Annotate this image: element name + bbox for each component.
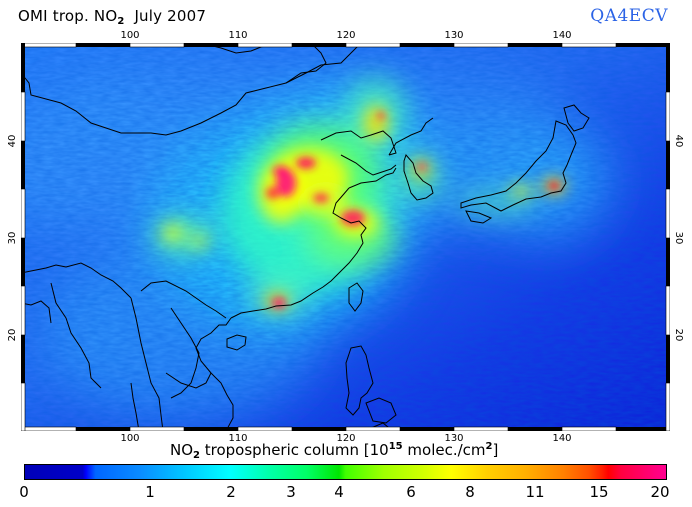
map-title: OMI trop. NO2 July 2007	[18, 7, 206, 27]
no2-map	[21, 43, 670, 431]
colorbar-tick-label: 3	[286, 483, 296, 501]
colorbar-tick-label: 15	[589, 483, 609, 501]
colorbar-tick-label: 1	[145, 483, 155, 501]
frame-scale-bars	[21, 43, 670, 431]
lon-tick-label: 120	[336, 30, 356, 41]
colorbar-tick-label: 6	[406, 483, 416, 501]
colorbar-tick-label: 2	[226, 483, 236, 501]
lat-tick-label: 20	[7, 328, 18, 342]
lon-tick-label: 140	[552, 433, 572, 444]
colorbar-title-superscript: 2	[485, 441, 493, 452]
colorbar-title: NO2 tropospheric column [1015 molec./cm2…	[170, 441, 498, 461]
lon-tick-label: 120	[336, 433, 356, 444]
colorbar-title-text: NO	[170, 441, 194, 459]
lat-tick-label: 40	[7, 134, 18, 148]
lon-tick-label: 100	[120, 30, 140, 41]
lon-tick-label: 100	[120, 433, 140, 444]
colorbar-title-text: ]	[492, 441, 499, 459]
title-text: OMI trop. NO	[18, 7, 118, 25]
lon-tick-label: 140	[552, 30, 572, 41]
colorbar-tick-label: 0	[19, 483, 29, 501]
lat-tick-label: 40	[673, 134, 684, 148]
very-high-no2-hotspots	[266, 112, 559, 308]
title-subscript: 2	[117, 16, 125, 27]
lon-tick-label: 110	[228, 433, 248, 444]
brand-label: QA4ECV	[590, 6, 668, 26]
colorbar-title-subscript: 2	[193, 450, 200, 461]
colorbar-tick-label: 20	[650, 483, 670, 501]
lon-tick-label: 130	[444, 433, 464, 444]
title-date: July 2007	[134, 7, 207, 25]
colorbar-tick-label: 11	[525, 483, 545, 501]
colorbar-title-units: molec./cm	[402, 441, 486, 459]
lat-tick-label: 30	[7, 231, 18, 245]
colorbar	[24, 464, 667, 480]
colorbar-tick-label: 4	[334, 483, 344, 501]
lon-tick-label: 130	[444, 30, 464, 41]
colorbar-tick-label: 8	[465, 483, 475, 501]
lat-tick-label: 20	[673, 328, 684, 342]
lon-tick-label: 110	[228, 30, 248, 41]
coastlines	[21, 43, 590, 431]
colorbar-title-text: tropospheric column [10	[200, 441, 389, 459]
colorbar-title-superscript: 15	[388, 441, 403, 452]
lat-tick-label: 30	[673, 231, 684, 245]
